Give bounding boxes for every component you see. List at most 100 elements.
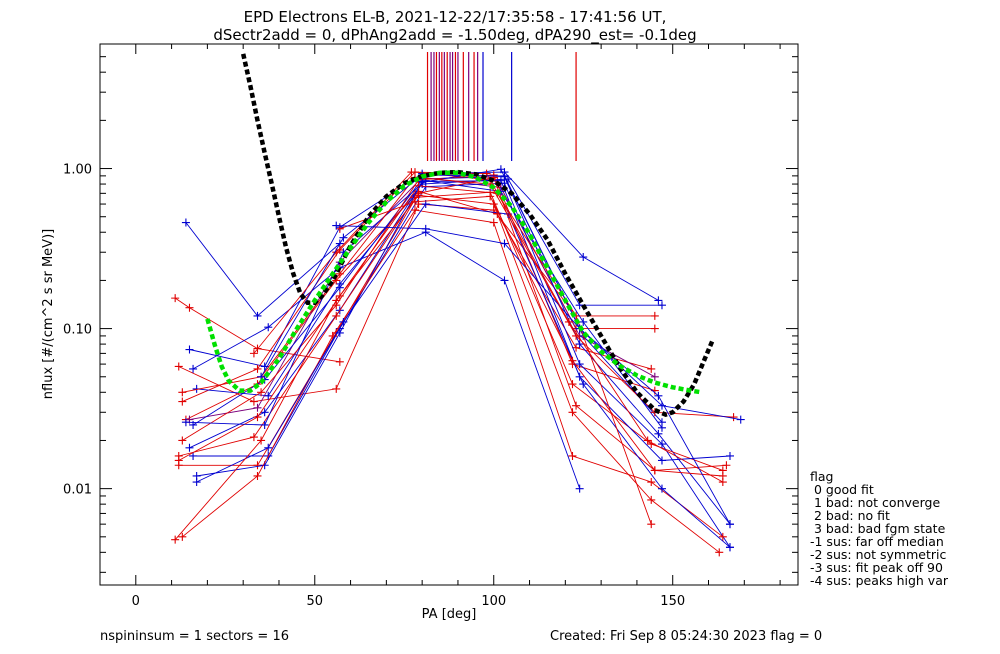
data-point xyxy=(722,461,731,470)
data-point xyxy=(264,391,273,400)
data-point xyxy=(189,364,198,373)
plot-frame xyxy=(99,43,799,586)
x-tick-label: 50 xyxy=(306,594,323,609)
data-point xyxy=(181,218,190,227)
data-point xyxy=(650,466,659,475)
x-tick-label: 150 xyxy=(660,594,685,609)
x-axis-label: PA [deg] xyxy=(422,607,477,622)
data-point xyxy=(178,532,187,541)
data-point xyxy=(657,456,666,465)
y-axis-label: nflux [#/(cm^2 s sr MeV)] xyxy=(41,229,56,399)
data-point xyxy=(647,520,656,529)
data-point xyxy=(253,364,262,373)
data-point xyxy=(572,401,581,410)
data-point xyxy=(568,451,577,460)
data-point xyxy=(249,397,258,406)
data-point xyxy=(257,436,266,445)
data-point xyxy=(572,343,581,352)
data-point xyxy=(249,349,258,358)
data-point xyxy=(253,471,262,480)
data-point xyxy=(496,165,505,174)
data-point xyxy=(657,301,666,310)
data-point xyxy=(414,191,423,200)
chart-title-line-2: dSectr2add = 0, dPhAng2add = -1.50deg, d… xyxy=(213,26,696,45)
data-point xyxy=(647,495,656,504)
data-point xyxy=(568,356,577,365)
data-point xyxy=(335,283,344,292)
data-point xyxy=(178,436,187,445)
data-point xyxy=(486,192,495,201)
data-point xyxy=(185,443,194,452)
data-point xyxy=(339,317,348,326)
data-point xyxy=(407,168,416,177)
legend-item-5: -2 sus: not symmetric xyxy=(810,547,946,562)
x-tick-label: 100 xyxy=(481,594,506,609)
data-point xyxy=(654,391,663,400)
data-point xyxy=(568,408,577,417)
data-point xyxy=(575,484,584,493)
data-point xyxy=(189,451,198,460)
data-point xyxy=(725,543,734,552)
data-point xyxy=(715,548,724,557)
data-point xyxy=(253,403,262,412)
series-line xyxy=(185,180,663,429)
y-axis-ticks: 0.01 0.10 1.00 xyxy=(63,43,798,573)
data-series xyxy=(171,165,745,557)
data-point xyxy=(249,433,258,442)
legend-item-7: -4 sus: peaks high var xyxy=(810,573,949,588)
series-line xyxy=(196,203,731,548)
y-tick-label: 1.00 xyxy=(63,163,92,178)
data-point xyxy=(414,181,423,190)
x-tick-label: 0 xyxy=(132,594,140,609)
peak-marker-lines xyxy=(426,52,577,161)
x-axis-ticks: 0 50 100 150 xyxy=(132,44,781,609)
data-point xyxy=(253,311,262,320)
footer-left: nspininsum = 1 sectors = 16 xyxy=(100,629,289,644)
series-line xyxy=(192,176,663,426)
legend-title: flag xyxy=(810,469,833,484)
legend-item-2: 2 bad: no fit xyxy=(810,508,890,523)
legend-item-4: -1 sus: far off median xyxy=(810,534,944,549)
data-point xyxy=(264,323,273,332)
data-point xyxy=(260,408,269,417)
data-point xyxy=(421,224,430,233)
data-point xyxy=(725,451,734,460)
data-point xyxy=(657,440,666,449)
data-point xyxy=(650,372,659,381)
data-point xyxy=(332,311,341,320)
data-point xyxy=(654,429,663,438)
series-line xyxy=(182,176,734,418)
data-point xyxy=(260,420,269,429)
data-point xyxy=(489,218,498,227)
data-point xyxy=(657,423,666,432)
data-point xyxy=(736,415,745,424)
data-point xyxy=(579,317,588,326)
data-point xyxy=(650,311,659,320)
series-line xyxy=(192,231,581,489)
data-point xyxy=(500,276,509,285)
data-point xyxy=(185,303,194,312)
data-point xyxy=(174,362,183,371)
legend-item-0: 0 good fit xyxy=(810,482,874,497)
series-line xyxy=(182,209,724,538)
data-point xyxy=(718,532,727,541)
data-point xyxy=(579,253,588,262)
legend-item-6: -3 sus: fit peak off 90 xyxy=(810,560,943,575)
data-point xyxy=(178,388,187,397)
series-line xyxy=(253,171,724,483)
data-point xyxy=(729,413,738,422)
y-tick-label: 0.01 xyxy=(63,483,92,498)
legend-item-1: 1 bad: not converge xyxy=(810,495,940,510)
series-line xyxy=(339,195,723,477)
series-line xyxy=(193,182,731,548)
footer-right: Created: Fri Sep 8 05:24:30 2023 flag = … xyxy=(550,629,822,644)
data-point xyxy=(564,317,573,326)
data-point xyxy=(575,360,584,369)
series-line xyxy=(178,191,723,471)
legend-item-3: 3 bad: bad fgm state xyxy=(810,521,946,536)
flag-legend: flag 0 good fit 1 bad: not converge 2 ba… xyxy=(810,469,949,588)
series-line xyxy=(336,225,741,421)
data-point xyxy=(178,397,187,406)
data-point xyxy=(253,461,262,470)
